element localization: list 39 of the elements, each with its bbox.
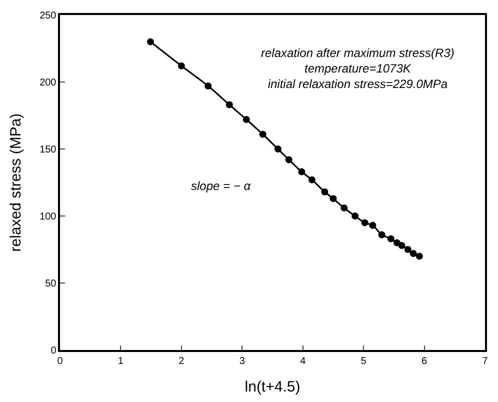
y-tick-label: 150 <box>40 144 57 156</box>
y-tick-label: 100 <box>40 212 57 222</box>
x-tick-label: 7 <box>482 356 488 367</box>
point <box>178 62 185 70</box>
point <box>404 246 412 253</box>
point <box>416 252 423 260</box>
y-tick-label: 50 <box>45 278 57 290</box>
point <box>352 212 359 220</box>
point <box>298 168 306 176</box>
point <box>369 222 376 229</box>
x-tick-label: 2 <box>178 356 185 367</box>
y-tick-label: 250 <box>40 10 57 22</box>
point <box>340 204 348 212</box>
y-tick-label: 0 <box>50 346 57 356</box>
point <box>274 146 282 152</box>
point <box>387 235 394 242</box>
point <box>226 101 233 108</box>
point <box>330 195 337 202</box>
annotation: slope = − α <box>191 179 252 193</box>
point <box>378 231 386 238</box>
point <box>308 176 316 184</box>
y-tick-label: 200 <box>40 78 57 88</box>
x-tick-label: 6 <box>422 356 428 367</box>
point <box>285 156 292 164</box>
y-axis-title: relaxed stress (MPa) <box>7 113 24 252</box>
point <box>361 219 368 226</box>
x-tick-label: 5 <box>360 356 367 367</box>
x-tick-label: 4 <box>300 356 306 367</box>
annotation: relaxation after maximum stress(R3) temperature=1073K initial relaxation stress=229.0MPa <box>261 46 454 92</box>
x-axis-title: ln(t+4.5) <box>244 378 300 396</box>
x-tick-label: 3 <box>239 356 246 367</box>
point <box>398 242 406 249</box>
point <box>321 188 328 196</box>
point <box>146 38 154 46</box>
point <box>259 130 266 138</box>
x-tick-label: 1 <box>118 356 124 367</box>
point <box>204 82 212 90</box>
point <box>242 116 250 124</box>
point <box>410 250 417 258</box>
